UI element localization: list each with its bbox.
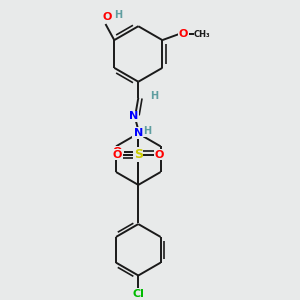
Text: H: H (114, 10, 122, 20)
Text: O: O (102, 12, 112, 22)
Text: S: S (134, 148, 143, 161)
Text: O: O (112, 149, 122, 160)
Text: CH₃: CH₃ (194, 30, 211, 39)
Text: O: O (155, 149, 164, 160)
Text: H: H (144, 126, 152, 136)
Text: N: N (134, 128, 143, 139)
Text: N: N (132, 128, 142, 138)
Text: H: H (150, 92, 158, 101)
Text: N: N (129, 111, 138, 121)
Text: O: O (112, 147, 122, 157)
Text: Cl: Cl (132, 289, 144, 298)
Text: O: O (179, 29, 188, 39)
